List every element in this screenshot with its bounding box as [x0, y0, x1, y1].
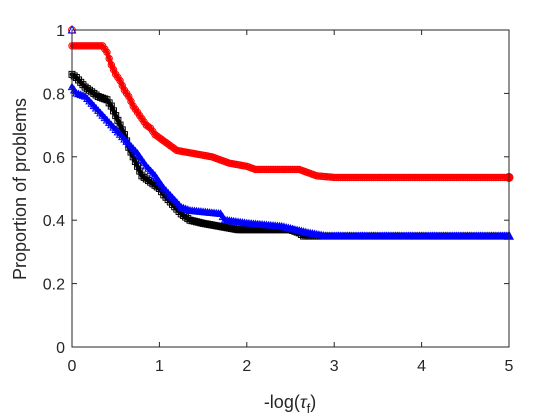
series-2-point	[144, 122, 153, 131]
series-1-point	[79, 81, 87, 89]
series-3-point	[284, 223, 293, 232]
series-3	[67, 82, 515, 240]
plot-area	[72, 30, 509, 347]
series-1-point	[96, 93, 104, 101]
series-1-point	[116, 121, 124, 129]
y-tick-label: 0	[56, 340, 65, 357]
series-3-point	[277, 221, 287, 230]
series-1-point	[92, 91, 100, 99]
y-tick-label: 0.4	[43, 213, 65, 230]
series-2-point	[107, 61, 116, 69]
series-1-point	[75, 76, 83, 84]
series-1-point	[190, 217, 198, 225]
series-1-point	[134, 162, 142, 170]
series-2-point	[116, 77, 124, 85]
plot-background	[72, 30, 509, 347]
series-2-point	[125, 92, 133, 101]
series-1-line	[69, 72, 512, 239]
series-2-point	[127, 97, 135, 106]
series-3-point	[290, 225, 300, 233]
series-3-point	[181, 204, 190, 213]
series-3-point	[177, 202, 186, 211]
y-tick-label: 1	[56, 23, 65, 40]
x-tick-label: 2	[242, 358, 251, 375]
series-1-point	[193, 218, 201, 226]
x-tick-label: 1	[155, 358, 164, 375]
y-axis-label: Proportion of problems	[10, 98, 30, 280]
series-2-point	[109, 65, 118, 74]
series-2-point	[105, 54, 113, 63]
series-2	[68, 42, 514, 182]
series-1-point	[107, 102, 115, 110]
y-tick-label: 0.2	[43, 277, 65, 294]
axes-box	[71, 29, 510, 348]
series-3-point	[294, 226, 304, 234]
series-1-point	[94, 93, 102, 101]
series-2-point	[118, 81, 126, 90]
series-2-point	[293, 165, 301, 174]
y-tick-label: 0.8	[43, 86, 65, 103]
series-2-point	[94, 42, 102, 50]
series-1-point	[77, 78, 85, 86]
y-tick-label: 0.6	[43, 150, 65, 167]
x-tick-label: 5	[505, 358, 514, 375]
series-1-point	[131, 158, 139, 166]
series-3-point	[76, 90, 85, 99]
series-1-point	[110, 107, 118, 115]
series-3-point	[281, 222, 291, 231]
series-layer	[67, 24, 515, 240]
series-3-point	[299, 227, 308, 235]
series-3-point	[288, 224, 297, 233]
series-1-point	[184, 215, 192, 223]
x-axis-label: -log(τf)	[264, 392, 316, 416]
series-1-point	[99, 94, 107, 102]
x-tick-label: 0	[68, 358, 77, 375]
series-3-point	[292, 225, 302, 234]
series-2-point	[170, 145, 179, 153]
series-3-point	[183, 205, 193, 213]
axes-layer: 0 1 2 3 4 5 0 0.2 0.4 0.6 0.8 1	[43, 23, 514, 375]
series-1-point	[186, 216, 194, 224]
series-1-point	[101, 95, 109, 103]
series-1-point	[114, 116, 122, 124]
series-3-point	[297, 226, 306, 235]
series-1-point	[195, 218, 203, 226]
series-2-point	[103, 48, 111, 56]
series-3-point	[179, 203, 188, 212]
series-3-point	[286, 224, 295, 232]
series-1-point	[136, 167, 144, 175]
x-tick-label: 4	[417, 358, 426, 375]
series-1-point	[188, 217, 196, 225]
series-2-line	[69, 43, 512, 180]
series-1-point	[112, 112, 120, 120]
series-3-point	[279, 222, 289, 231]
series-3-point	[301, 227, 311, 236]
series-3-point	[78, 91, 88, 99]
x-tick-label: 3	[330, 358, 339, 375]
series-1-point	[72, 74, 80, 82]
series-1-point	[197, 219, 205, 227]
series-1-point	[70, 72, 78, 80]
